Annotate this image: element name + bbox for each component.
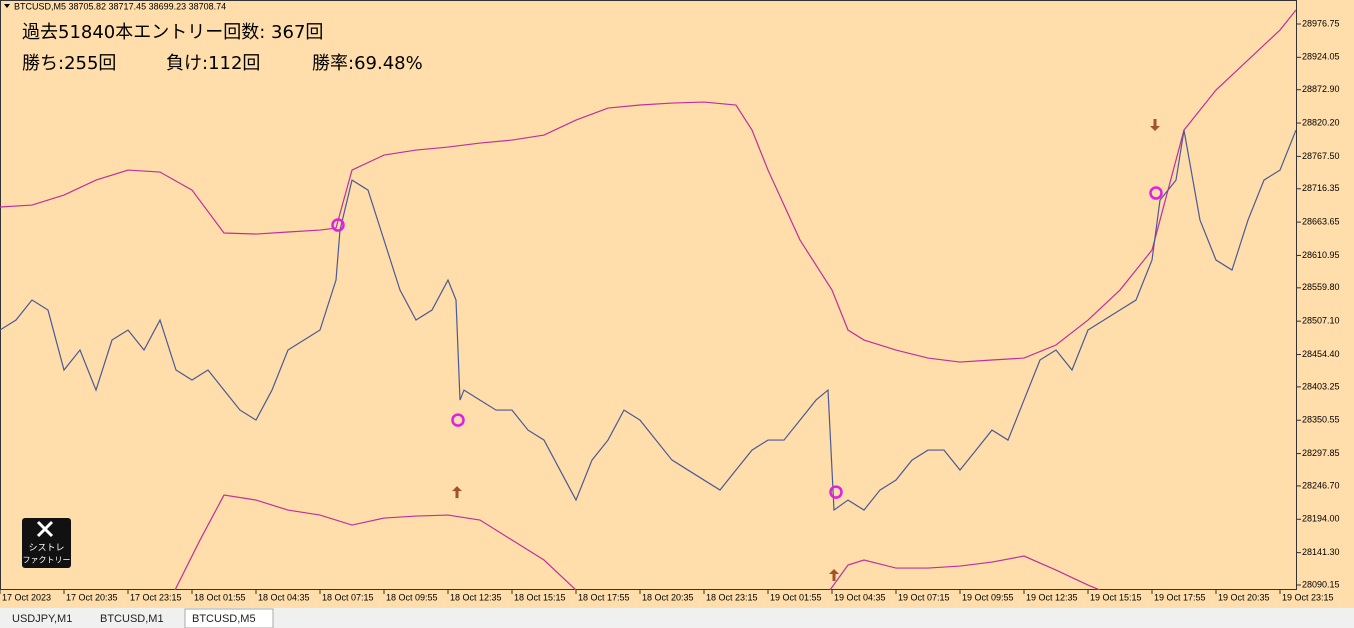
x-tick-label: 18 Oct 15:15 — [514, 592, 566, 602]
x-tick-label: 19 Oct 12:35 — [1026, 592, 1078, 602]
y-tick-label: 28820.20 — [1302, 117, 1340, 127]
annotation: 勝率:69.48% — [312, 53, 423, 74]
entry-marker — [451, 413, 465, 427]
x-tick-label: 18 Oct 20:35 — [642, 592, 694, 602]
chart-background — [0, 0, 1354, 608]
y-tick-label: 28716.35 — [1302, 183, 1340, 193]
y-tick-label: 28663.65 — [1302, 216, 1340, 226]
x-tick-label: 19 Oct 23:15 — [1282, 592, 1334, 602]
x-tick-label: 18 Oct 09:55 — [386, 592, 438, 602]
x-tick-label: 19 Oct 01:55 — [770, 592, 822, 602]
arrow-up — [452, 486, 462, 499]
y-tick-label: 28350.55 — [1302, 415, 1340, 425]
annotation: 負け:112回 — [166, 53, 260, 74]
arrow-down — [1150, 119, 1160, 132]
x-tick-label: 19 Oct 04:35 — [834, 592, 886, 602]
y-tick-label: 28924.05 — [1302, 52, 1340, 62]
plot-frame — [0, 0, 1297, 590]
y-tick-label: 28194.00 — [1302, 514, 1340, 524]
x-tick-label: 19 Oct 17:55 — [1154, 592, 1206, 602]
logo: シストレ ファクトリー — [22, 518, 71, 568]
x-tick-label: 17 Oct 20:35 — [66, 592, 118, 602]
y-tick-label: 28507.10 — [1302, 316, 1340, 326]
y-tick-label: 28141.30 — [1302, 547, 1340, 557]
y-tick-label: 28090.15 — [1302, 579, 1340, 589]
x-tick-label: 18 Oct 07:15 — [322, 592, 374, 602]
y-tick-label: 28454.40 — [1302, 349, 1340, 359]
x-tick-label: 18 Oct 01:55 — [194, 592, 246, 602]
y-tick-label: 28767.50 — [1302, 151, 1340, 161]
y-tick-label: 28559.80 — [1302, 282, 1340, 292]
y-tick-label: 28403.25 — [1302, 381, 1340, 391]
entry-marker — [1149, 186, 1163, 200]
tab[interactable]: USDJPY,M1 — [12, 613, 72, 625]
tab[interactable]: BTCUSD,M5 — [192, 613, 256, 625]
logo-box — [22, 518, 71, 568]
x-tick-label: 18 Oct 23:15 — [706, 592, 758, 602]
x-tick-label: 17 Oct 2023 — [2, 592, 51, 602]
annotation: 過去51840本エントリー回数: 367回 — [22, 22, 323, 43]
tab[interactable]: BTCUSD,M1 — [100, 613, 164, 625]
x-tick-label: 18 Oct 17:55 — [578, 592, 630, 602]
y-tick-label: 28610.95 — [1302, 250, 1340, 260]
y-tick-label: 28297.85 — [1302, 448, 1340, 458]
x-tick-label: 19 Oct 15:15 — [1090, 592, 1142, 602]
x-tick-label: 18 Oct 12:35 — [450, 592, 502, 602]
entry-marker — [331, 218, 345, 232]
active-tab — [184, 608, 274, 628]
lower-band — [174, 494, 577, 590]
x-tick-label: 18 Oct 04:35 — [258, 592, 310, 602]
logo-icon — [36, 520, 54, 538]
x-tick-label: 19 Oct 20:35 — [1218, 592, 1270, 602]
x-tick-label: 17 Oct 23:15 — [130, 592, 182, 602]
tab-bar — [0, 608, 1354, 628]
x-tick-label: 19 Oct 07:15 — [898, 592, 950, 602]
entry-marker — [829, 485, 843, 499]
header-icon — [4, 4, 10, 8]
lower-band — [829, 555, 1101, 590]
logo-text: シストレ — [28, 544, 64, 554]
chart-header: BTCUSD,M5 38705.82 38717.45 38699.23 387… — [14, 1, 226, 11]
logo-text: ファクトリー — [23, 556, 71, 565]
y-tick-label: 28872.90 — [1302, 84, 1340, 94]
annotation: 勝ち:255回 — [22, 53, 116, 74]
upper-band — [0, 9, 1297, 363]
arrow-up — [829, 569, 839, 582]
x-tick-label: 19 Oct 09:55 — [962, 592, 1014, 602]
y-tick-label: 28246.70 — [1302, 480, 1340, 490]
price — [0, 129, 1297, 512]
y-tick-label: 28976.75 — [1302, 18, 1340, 28]
